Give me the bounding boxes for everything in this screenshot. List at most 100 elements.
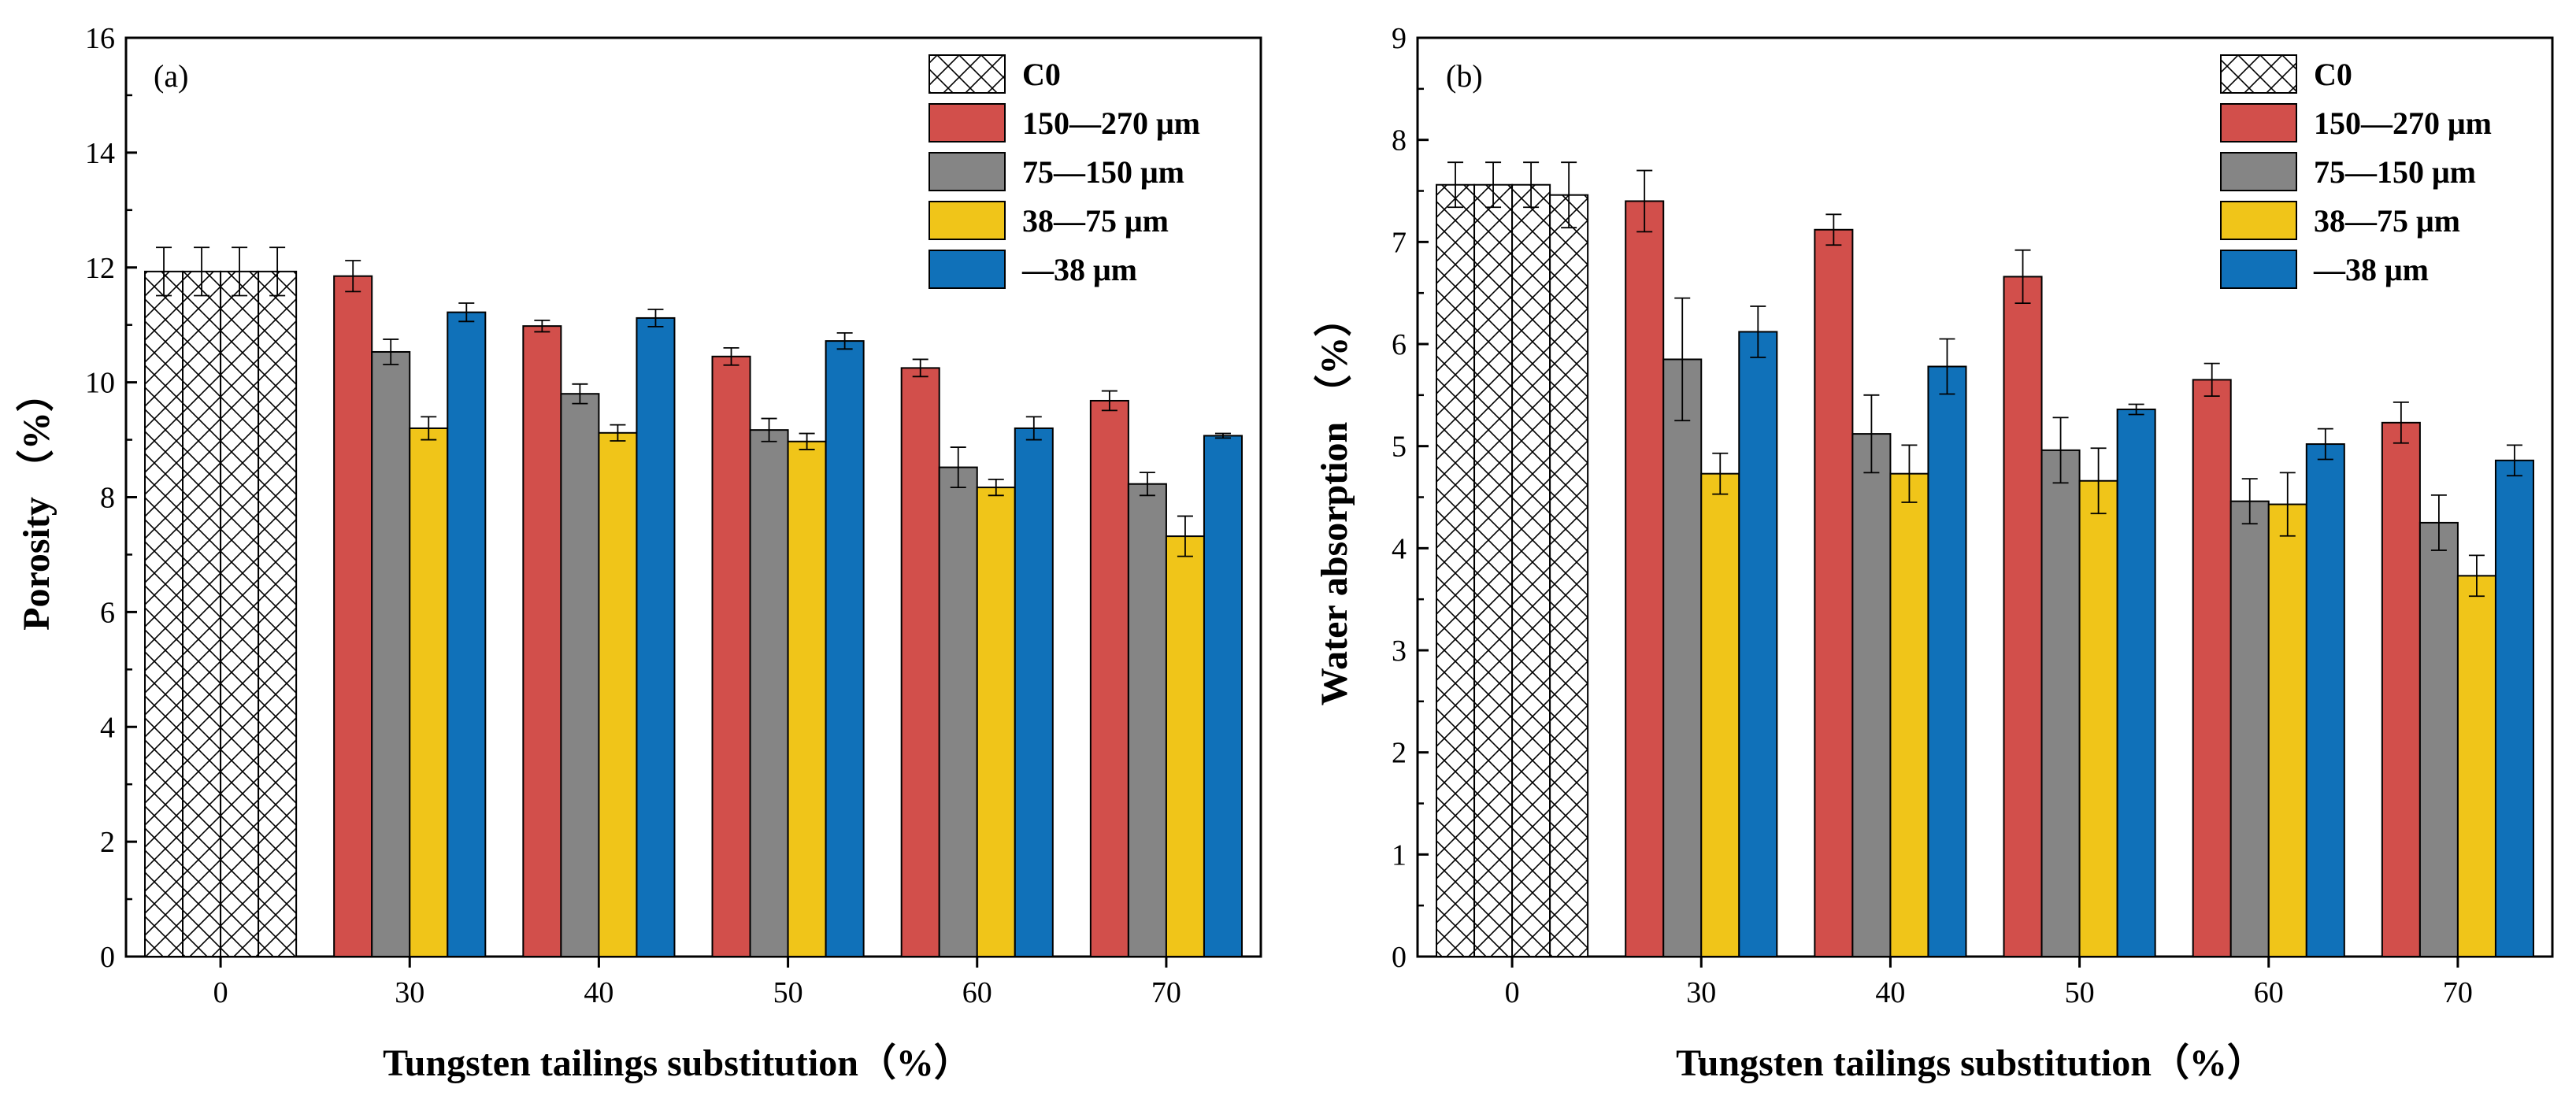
bar-series-1 bbox=[560, 393, 600, 957]
bar-series-2 bbox=[2078, 479, 2118, 957]
bar-series-3 bbox=[636, 316, 676, 957]
y-tick-label: 0 bbox=[100, 941, 115, 974]
bar-series-3 bbox=[1203, 435, 1243, 957]
y-tick-label: 14 bbox=[85, 137, 115, 170]
y-tick-label: 3 bbox=[1392, 635, 1407, 668]
y-tick-label: 2 bbox=[100, 826, 115, 859]
legend-label: 75—150 μm bbox=[2314, 154, 2476, 190]
bar-control bbox=[1549, 194, 1589, 958]
legend-label: 38—75 μm bbox=[1022, 203, 1169, 239]
legend-swatch bbox=[928, 250, 1006, 289]
bar-control bbox=[144, 270, 184, 957]
bar-series-2 bbox=[2267, 503, 2307, 957]
bar-series-2 bbox=[409, 427, 449, 957]
x-tick-label: 70 bbox=[2443, 976, 2473, 1009]
bar-series-3 bbox=[2305, 443, 2345, 957]
legend-label: 150—270 μm bbox=[2314, 105, 2492, 141]
y-tick-label: 0 bbox=[1392, 941, 1407, 974]
legend-swatch bbox=[2220, 250, 2297, 289]
legend-label: 38—75 μm bbox=[2314, 203, 2460, 239]
bar-series-3 bbox=[447, 311, 487, 957]
bar-series-3 bbox=[1927, 365, 1967, 957]
y-tick-label: 10 bbox=[85, 367, 115, 400]
x-axis-title-a: Tungsten tailings substitution（%） bbox=[383, 1042, 972, 1084]
x-tick-label: 60 bbox=[962, 976, 992, 1009]
bar-control bbox=[182, 270, 222, 957]
legend-swatch bbox=[928, 152, 1006, 191]
x-tick-label: 40 bbox=[1875, 976, 1905, 1009]
bar-series-1 bbox=[1662, 358, 1703, 957]
y-axis-title-a: Porosity （%） bbox=[16, 374, 57, 631]
legend-swatch bbox=[2220, 152, 2297, 191]
y-tick-label: 2 bbox=[1392, 737, 1407, 770]
panel-label-b: (b) bbox=[1446, 58, 1483, 94]
bar-control bbox=[1511, 183, 1551, 958]
bar-series-3 bbox=[1738, 331, 1778, 957]
y-tick-label: 16 bbox=[85, 22, 115, 55]
bar-series-2 bbox=[1165, 535, 1205, 957]
y-tick-label: 4 bbox=[100, 711, 115, 744]
bar-control bbox=[258, 270, 298, 957]
y-tick-label: 5 bbox=[1392, 431, 1407, 464]
y-tick-label: 8 bbox=[1392, 124, 1407, 157]
bar-series-2 bbox=[787, 440, 827, 957]
bar-series-0 bbox=[2381, 421, 2421, 957]
bar-series-1 bbox=[2229, 500, 2270, 957]
porosity-chart-panel: (a) Porosity （%） Tungsten tailings subst… bbox=[16, 22, 1262, 1084]
y-tick-label: 12 bbox=[85, 252, 115, 285]
x-axis-title-b: Tungsten tailings substitution（%） bbox=[1676, 1042, 2265, 1084]
legend-swatch bbox=[2220, 201, 2297, 240]
legend-swatch bbox=[2220, 103, 2297, 143]
legend-swatch bbox=[928, 54, 1006, 94]
bar-series-2 bbox=[976, 487, 1016, 957]
y-tick-label: 8 bbox=[100, 482, 115, 515]
x-tick-label: 50 bbox=[2065, 976, 2095, 1009]
legend-label: C0 bbox=[1022, 57, 1061, 92]
bar-control bbox=[1436, 183, 1476, 958]
bar-series-0 bbox=[1625, 200, 1665, 957]
bar-series-1 bbox=[1851, 433, 1892, 957]
bar-series-0 bbox=[1089, 399, 1129, 957]
bar-series-2 bbox=[598, 431, 638, 957]
bar-series-2 bbox=[1889, 472, 1929, 957]
x-tick-label: 0 bbox=[213, 976, 228, 1009]
bar-series-1 bbox=[1127, 483, 1167, 957]
bar-series-3 bbox=[2494, 459, 2534, 957]
legend-swatch bbox=[928, 103, 1006, 143]
y-tick-label: 7 bbox=[1392, 226, 1407, 259]
y-tick-label: 4 bbox=[1392, 532, 1407, 565]
bar-series-0 bbox=[2003, 276, 2043, 958]
x-tick-label: 30 bbox=[395, 976, 424, 1009]
y-tick-label: 6 bbox=[100, 596, 115, 629]
bar-series-1 bbox=[2418, 521, 2459, 957]
bar-series-3 bbox=[2116, 408, 2156, 957]
x-tick-label: 60 bbox=[2254, 976, 2284, 1009]
y-axis-title-b: Water absorption （%） bbox=[1314, 299, 1355, 705]
legend-label: C0 bbox=[2314, 57, 2352, 92]
x-tick-label: 70 bbox=[1151, 976, 1181, 1009]
legend-swatch bbox=[928, 201, 1006, 240]
bar-control bbox=[220, 270, 260, 957]
legend-label: 150—270 μm bbox=[1022, 105, 1200, 141]
bar-series-3 bbox=[1014, 427, 1054, 957]
y-tick-label: 9 bbox=[1392, 22, 1407, 55]
bar-series-1 bbox=[371, 350, 411, 957]
legend-label: —38 μm bbox=[2313, 252, 2429, 287]
bar-series-0 bbox=[711, 355, 751, 958]
bar-series-0 bbox=[522, 325, 562, 957]
y-tick-label: 6 bbox=[1392, 328, 1407, 361]
bar-series-1 bbox=[749, 429, 789, 957]
y-tick-label: 1 bbox=[1392, 838, 1407, 872]
bar-series-2 bbox=[1700, 472, 1740, 957]
bar-series-0 bbox=[900, 367, 940, 957]
bar-series-1 bbox=[938, 466, 978, 957]
bar-series-2 bbox=[2456, 575, 2496, 957]
legend-label: —38 μm bbox=[1021, 252, 1137, 287]
bar-series-0 bbox=[1814, 228, 1854, 958]
bar-series-0 bbox=[2192, 379, 2232, 957]
bar-series-0 bbox=[333, 275, 373, 957]
x-tick-label: 0 bbox=[1505, 976, 1520, 1009]
bar-series-3 bbox=[825, 340, 865, 957]
bar-series-1 bbox=[2040, 449, 2081, 957]
